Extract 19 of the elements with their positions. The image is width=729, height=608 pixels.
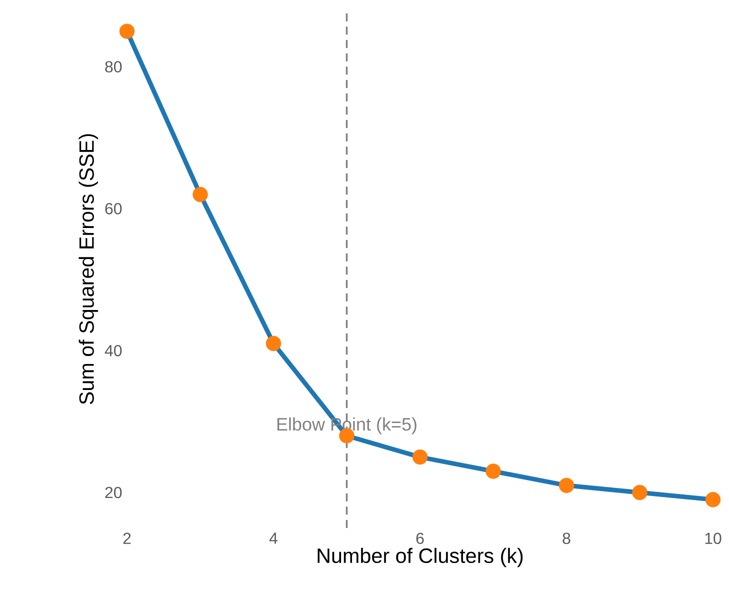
point <box>705 492 721 508</box>
y-tick-label: 80 <box>105 61 122 72</box>
y-tick-label: 60 <box>105 203 122 214</box>
x-tick-label: 10 <box>705 532 722 544</box>
point <box>486 464 501 479</box>
point <box>119 24 135 39</box>
y-tick-label: 40 <box>104 344 122 356</box>
y-axis-title: Sum of Squared Errors (SSE) <box>78 134 98 404</box>
point <box>412 449 428 465</box>
point <box>266 336 282 352</box>
x-tick-label: 2 <box>123 532 131 544</box>
point <box>558 478 574 494</box>
point <box>632 484 648 500</box>
x-axis-title: Number of Clusters (k) <box>318 548 523 568</box>
x-tick-label: 4 <box>269 532 278 544</box>
x-tick-label: 6 <box>416 532 424 544</box>
point <box>192 186 208 202</box>
y-tick-label: 20 <box>105 486 122 498</box>
x-tick-label: 8 <box>562 532 570 544</box>
